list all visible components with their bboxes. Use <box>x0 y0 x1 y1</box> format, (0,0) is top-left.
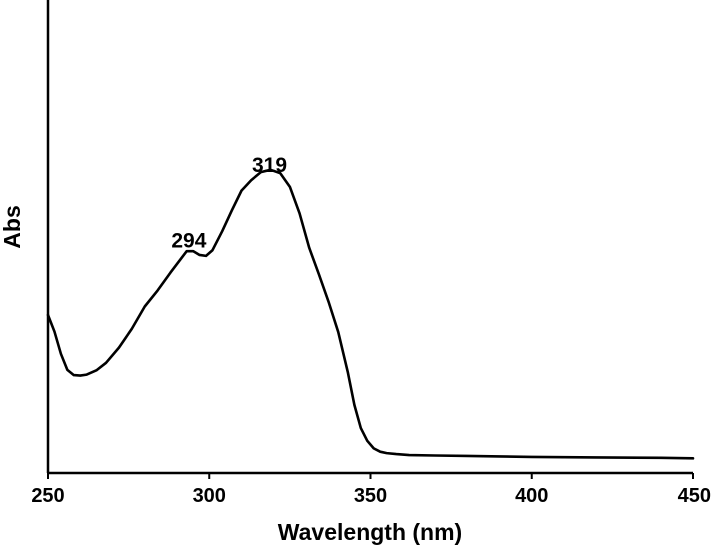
peak-label-319: 319 <box>252 154 287 177</box>
absorbance-curve <box>46 168 695 460</box>
series-layer <box>46 168 695 460</box>
x-tick-label: 250 <box>31 485 64 507</box>
x-ticks: 250 300 350 400 450 <box>31 473 711 507</box>
peak-label-294: 294 <box>171 230 206 253</box>
x-tick-label: 350 <box>354 485 387 507</box>
x-tick-label: 400 <box>515 485 548 507</box>
x-axis-title: Wavelength (nm) <box>278 519 462 545</box>
y-axis-title: Abs <box>0 205 25 248</box>
axes <box>46 0 693 475</box>
x-tick-label: 300 <box>193 485 226 507</box>
annotation-layer: 294 319 <box>171 154 287 253</box>
x-tick-label: 450 <box>678 485 711 507</box>
